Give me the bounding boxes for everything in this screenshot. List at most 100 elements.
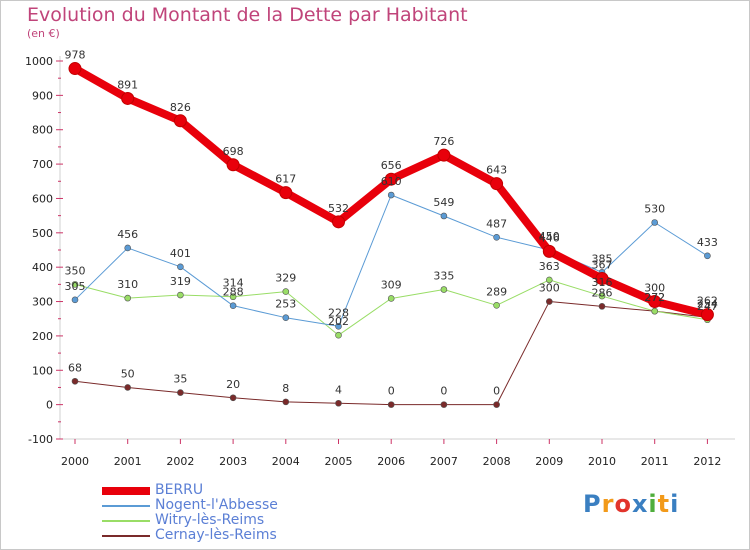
x-tick-label: 2010 <box>588 455 616 468</box>
data-point-2 <box>387 295 395 302</box>
data-point-0 <box>279 186 293 200</box>
x-tick-label: 2012 <box>693 455 721 468</box>
y-tick-label: 500 <box>32 227 53 240</box>
data-label: 656 <box>381 159 402 172</box>
logo-letter: x <box>631 490 649 518</box>
unit-label: (en €) <box>27 27 60 40</box>
data-label: 310 <box>117 278 138 291</box>
data-label: 450 <box>539 230 560 243</box>
data-point-1 <box>282 314 290 321</box>
series-line-1 <box>74 194 708 327</box>
data-label: 247 <box>697 300 718 313</box>
data-label: 385 <box>592 252 613 265</box>
data-point-3 <box>229 394 237 402</box>
data-point-3 <box>282 398 290 406</box>
legend-label: BERRU <box>155 482 204 498</box>
y-tick-label: 100 <box>32 364 53 377</box>
data-label: 4 <box>335 383 342 396</box>
data-point-0 <box>332 215 345 229</box>
data-point-1 <box>493 233 500 241</box>
data-point-0 <box>384 172 398 186</box>
data-point-2 <box>493 302 500 309</box>
data-label: 826 <box>170 101 191 114</box>
data-point-2 <box>229 293 237 301</box>
data-label: 335 <box>433 270 454 283</box>
y-tick-label: 900 <box>32 89 53 102</box>
data-point-0 <box>226 158 240 172</box>
data-label: 300 <box>644 282 665 295</box>
data-label: 401 <box>170 247 191 260</box>
logo-letter: i <box>648 490 658 518</box>
data-point-3 <box>177 389 184 396</box>
data-point-1 <box>124 244 131 252</box>
data-point-1 <box>71 296 79 304</box>
x-tick-label: 2007 <box>430 455 458 468</box>
logo-letter: i <box>670 490 680 518</box>
legend-label: Nogent-l'Abbesse <box>155 497 278 513</box>
y-tick-label: -100 <box>28 433 53 446</box>
data-point-2 <box>177 291 184 299</box>
data-label: 288 <box>223 286 244 299</box>
data-point-0 <box>490 177 504 191</box>
proxiti-logo: Proxiti <box>583 490 679 518</box>
legend-label: Cernay-lès-Reims <box>155 527 277 543</box>
data-label: 530 <box>644 203 665 216</box>
data-label: 254 <box>697 297 718 310</box>
data-label: 350 <box>65 264 86 277</box>
x-tick-label: 2001 <box>114 455 142 468</box>
data-point-3 <box>335 399 342 407</box>
data-point-0 <box>173 114 187 128</box>
data-point-3 <box>387 401 395 408</box>
data-point-1 <box>651 219 659 226</box>
y-tick-label: 200 <box>32 330 53 343</box>
data-point-0 <box>700 308 714 322</box>
data-label: 316 <box>592 276 613 289</box>
data-label: 228 <box>328 306 349 319</box>
data-label: 319 <box>170 275 191 288</box>
data-point-2 <box>335 331 342 339</box>
data-label: 456 <box>117 228 138 241</box>
data-label: 367 <box>592 259 613 272</box>
x-tick-label: 2009 <box>535 455 563 468</box>
legend-swatch <box>102 487 150 495</box>
data-label: 35 <box>173 373 187 386</box>
data-label: 309 <box>381 278 402 291</box>
x-tick-label: 2003 <box>219 455 247 468</box>
y-tick-label: 0 <box>46 399 53 412</box>
data-label: 8 <box>282 382 289 395</box>
legend-swatch <box>102 520 150 522</box>
data-label: 446 <box>539 231 560 244</box>
data-label: 643 <box>486 164 507 177</box>
x-tick-label: 2011 <box>641 455 669 468</box>
data-label: 272 <box>644 291 665 304</box>
data-label: 610 <box>381 175 402 188</box>
data-point-3 <box>440 401 448 408</box>
data-point-0 <box>648 295 662 309</box>
x-tick-label: 2000 <box>61 455 89 468</box>
data-point-2 <box>545 276 553 284</box>
data-label: 289 <box>486 285 507 298</box>
data-point-1 <box>704 252 711 260</box>
data-label: 314 <box>223 277 244 290</box>
x-tick-label: 2002 <box>166 455 194 468</box>
data-label: 698 <box>223 145 244 158</box>
data-label: 300 <box>539 282 560 295</box>
data-point-2 <box>282 288 290 295</box>
data-label: 0 <box>493 385 500 398</box>
logo-letter: o <box>614 490 632 518</box>
data-label: 532 <box>328 202 349 215</box>
data-point-3 <box>598 303 606 310</box>
y-tick-label: 1000 <box>25 55 53 68</box>
legend-label: Witry-lès-Reims <box>155 512 265 528</box>
data-point-1 <box>387 191 395 199</box>
data-label: 978 <box>65 49 86 62</box>
data-label: 617 <box>275 173 296 186</box>
y-tick-label: 700 <box>32 158 53 171</box>
data-label: 253 <box>275 298 296 311</box>
data-point-1 <box>229 302 237 309</box>
data-point-2 <box>598 292 606 300</box>
legend-swatch <box>102 505 150 507</box>
data-label: 305 <box>65 280 86 293</box>
